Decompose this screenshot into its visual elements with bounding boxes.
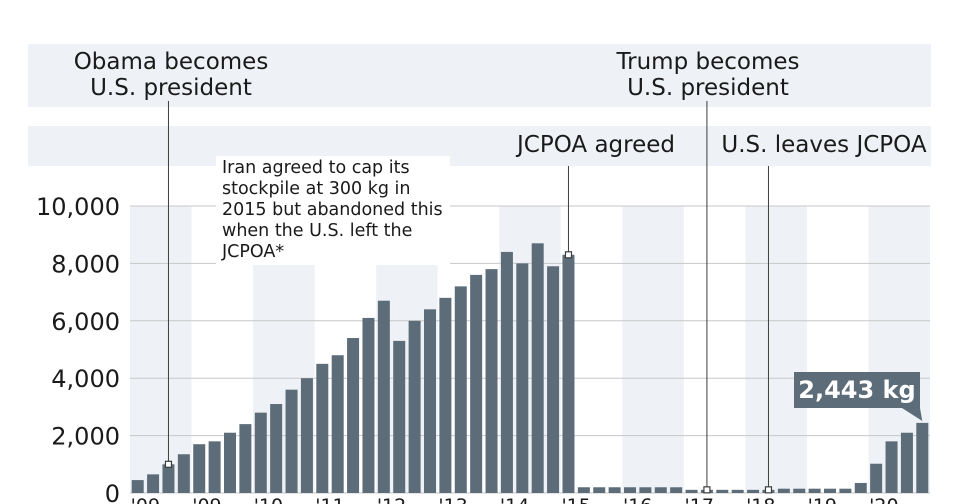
x-tick-label: '09 [192,495,221,504]
bar [624,487,636,493]
y-tick-label: 6,000 [51,308,120,336]
bar [331,355,344,493]
event-trump-line2: U.S. president [627,75,789,101]
bar [747,489,760,493]
event-marker [564,251,573,259]
x-tick-label: '14 [500,495,529,504]
bar [839,488,852,493]
bar [531,243,544,493]
bar [131,480,144,493]
bar [285,389,298,493]
value-callout: 2,443 kg [794,372,920,408]
event-obama-label: Obama becomes U.S. president [60,49,282,101]
bar [439,297,452,493]
event-jcpoa-agreed-label: JCPOA agreed [510,132,682,158]
bar [300,378,313,493]
bar [516,263,529,493]
bar [316,363,329,493]
x-tick-label: '18 [746,495,775,504]
bar [608,487,621,493]
bar [347,338,360,493]
bar [193,444,206,493]
event-us-leaves-label: U.S. leaves JCPOA [718,132,930,158]
bar [454,286,467,493]
bar [177,454,190,493]
bar [393,340,406,493]
event-trump-line1: Trump becomes [616,49,800,75]
event-marker [164,460,173,468]
bar [777,488,790,493]
bar [562,254,575,493]
event-trump-label: Trump becomes U.S. president [596,49,820,101]
bar [900,432,913,493]
event-marker [764,486,773,494]
bar [593,487,606,493]
x-tick-label: '17 [685,495,714,504]
bar [254,412,267,493]
bar [500,251,513,493]
bar [362,317,375,493]
x-tick-label: '11 [315,495,344,504]
bar [654,487,667,493]
year-stripe [745,206,807,493]
bar [639,487,652,493]
event-obama-line2: U.S. president [90,75,252,101]
x-tick-label: '15 [561,495,590,504]
bar [885,441,898,493]
bar [854,482,867,493]
year-stripe [130,206,192,493]
bar [208,441,221,493]
bar [485,269,498,493]
bar [162,464,175,493]
bar [716,489,729,493]
bar [147,474,160,493]
y-tick-label: 0 [105,480,120,504]
bar [470,274,483,493]
event-obama-line1: Obama becomes [73,49,269,75]
bar [408,320,421,493]
y-tick-label: 8,000 [51,250,120,278]
bar [377,300,390,493]
bar [577,487,590,493]
bar [870,463,883,493]
x-tick-label: '16 [623,495,652,504]
bar [547,266,560,493]
y-tick-label: 10,000 [36,193,120,221]
bar [916,422,929,493]
bar [685,489,698,493]
y-tick-label: 4,000 [51,365,120,393]
bar [731,489,744,493]
x-tick-label: '10 [254,495,283,504]
bar [670,487,683,493]
year-stripe [622,206,684,493]
event-marker [703,486,711,494]
y-tick-label: 2,000 [51,423,120,451]
x-tick-label: '09 [131,495,160,504]
bar [224,432,236,493]
bar [424,309,436,493]
annotation-note: Iran agreed to cap its stockpile at 300 … [216,156,450,265]
bar [808,488,821,493]
callout-pointer [902,408,923,421]
x-tick-label: '19 [808,495,837,504]
x-tick-label: '12 [377,495,406,504]
bar [270,404,283,493]
bar [239,424,252,493]
bar [793,488,806,493]
x-tick-label: '20 [869,495,898,504]
x-tick-label: '13 [438,495,467,504]
bar [824,488,836,493]
